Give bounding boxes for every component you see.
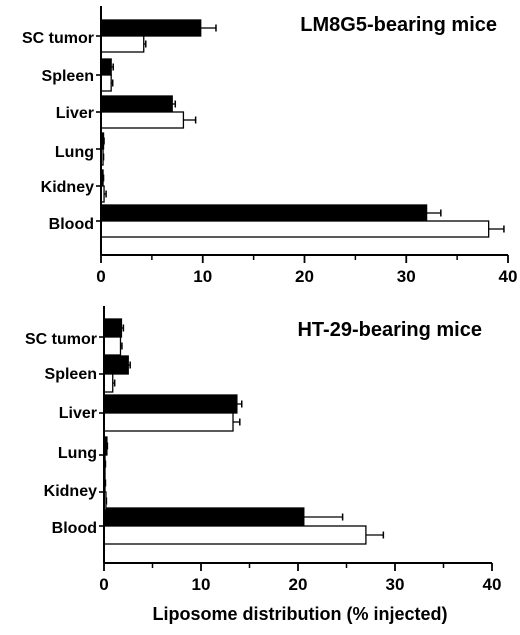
bar bbox=[100, 204, 428, 222]
category-label: Spleen bbox=[45, 366, 97, 383]
bar bbox=[103, 525, 367, 545]
bar bbox=[100, 111, 185, 129]
category-label: Spleen bbox=[42, 68, 94, 85]
chart-title: HT-29-bearing mice bbox=[297, 319, 482, 341]
x-axis-title: Liposome distribution (% injected) bbox=[152, 604, 447, 624]
x-tick-label: 20 bbox=[295, 267, 314, 286]
x-tick-label: 20 bbox=[289, 575, 308, 594]
bar bbox=[100, 95, 173, 113]
x-tick-label: 0 bbox=[96, 267, 105, 286]
bar bbox=[100, 220, 490, 238]
category-label: Blood bbox=[52, 520, 97, 537]
chart-panel-1: LM8G5-bearing mice SC tumor Spleen Liver Lun… bbox=[22, 6, 517, 286]
bar bbox=[103, 318, 123, 338]
category-label: Lung bbox=[58, 445, 97, 462]
category-label: Kidney bbox=[41, 179, 94, 196]
bar bbox=[100, 74, 112, 92]
category-label: Liver bbox=[56, 105, 94, 122]
x-tick-label: 40 bbox=[483, 575, 502, 594]
category-label: Liver bbox=[59, 405, 97, 422]
x-tick-label: 0 bbox=[99, 575, 108, 594]
bar bbox=[100, 19, 202, 37]
category-label: Kidney bbox=[44, 483, 97, 500]
bar bbox=[100, 58, 112, 76]
category-label: SC tumor bbox=[22, 30, 94, 47]
bar bbox=[103, 412, 234, 432]
bar bbox=[103, 373, 114, 393]
x-tick-label: 40 bbox=[499, 267, 518, 286]
category-label: Blood bbox=[49, 216, 94, 233]
chart-title: LM8G5-bearing mice bbox=[300, 14, 497, 36]
bar bbox=[100, 35, 145, 53]
x-tick-label: 10 bbox=[193, 267, 212, 286]
bar bbox=[103, 355, 129, 375]
bar bbox=[103, 336, 122, 356]
x-tick-label: 30 bbox=[386, 575, 405, 594]
bar bbox=[103, 394, 238, 414]
bar bbox=[103, 507, 305, 527]
x-tick-label: 30 bbox=[397, 267, 416, 286]
category-label: Lung bbox=[55, 144, 94, 161]
category-label: SC tumor bbox=[25, 331, 97, 348]
chart-panel-2: HT-29-bearing mice SC tumor Spleen Liver Lun… bbox=[25, 306, 501, 624]
x-tick-label: 10 bbox=[192, 575, 211, 594]
